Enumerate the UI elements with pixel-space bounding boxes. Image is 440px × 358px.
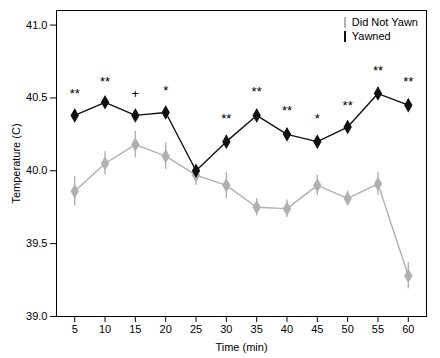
svg-text:Time (min): Time (min) [215, 341, 267, 353]
svg-text:Temperature (C): Temperature (C) [10, 123, 22, 203]
svg-text:50: 50 [342, 323, 354, 335]
svg-text:60: 60 [402, 323, 414, 335]
svg-text:35: 35 [251, 323, 263, 335]
svg-text:40.5: 40.5 [26, 91, 47, 103]
svg-text:+: + [132, 86, 140, 101]
svg-text:30: 30 [220, 323, 232, 335]
svg-text:20: 20 [160, 323, 172, 335]
svg-text:**: ** [403, 74, 413, 89]
svg-text:**: ** [252, 84, 262, 99]
svg-text:**: ** [100, 74, 110, 89]
html-text:Yawned: Yawned [351, 30, 391, 42]
svg-text:25: 25 [190, 323, 202, 335]
svg-text:*: * [163, 83, 168, 98]
svg-text:**: ** [70, 86, 80, 101]
svg-text:41.0: 41.0 [26, 19, 47, 31]
svg-text:*: * [315, 111, 320, 126]
svg-text:10: 10 [99, 323, 111, 335]
svg-text:**: ** [373, 63, 383, 78]
svg-text:**: ** [282, 103, 292, 118]
svg-text:45: 45 [311, 323, 323, 335]
html-text:Did Not Yawn: Did Not Yawn [351, 16, 418, 28]
svg-text:5: 5 [72, 323, 78, 335]
svg-text:39.0: 39.0 [26, 310, 47, 322]
svg-text:15: 15 [129, 323, 141, 335]
svg-text:40: 40 [281, 323, 293, 335]
svg-text:39.5: 39.5 [26, 237, 47, 249]
svg-text:**: ** [343, 98, 353, 113]
svg-text:55: 55 [372, 323, 384, 335]
svg-text:**: ** [221, 111, 231, 126]
svg-text:40.0: 40.0 [26, 164, 47, 176]
